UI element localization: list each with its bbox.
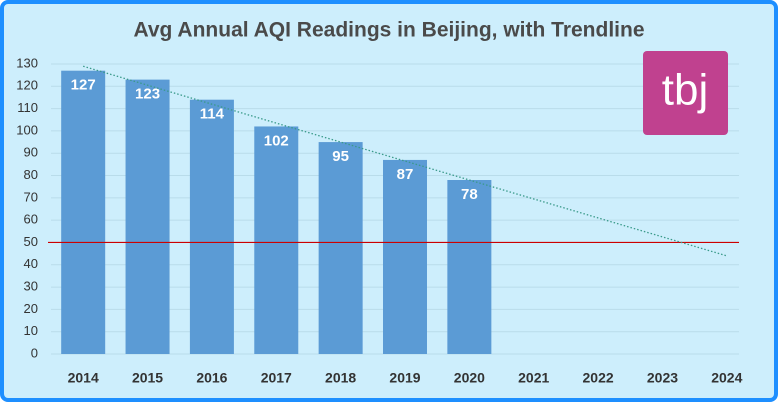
x-tick-label: 2016	[196, 370, 227, 386]
data-label: 78	[461, 186, 478, 203]
y-tick-label: 70	[24, 189, 38, 204]
y-tick-label: 30	[24, 279, 38, 294]
x-tick-label: 2021	[518, 370, 549, 386]
x-tick-label: 2014	[68, 370, 99, 386]
bar	[254, 126, 299, 354]
logo-box	[643, 51, 728, 135]
data-label: 87	[397, 166, 414, 183]
y-tick-label: 10	[24, 323, 38, 338]
x-tick-label: 2022	[583, 370, 614, 386]
y-tick-label: 50	[24, 234, 38, 249]
y-tick-label: 0	[31, 345, 38, 360]
data-label: 95	[332, 148, 349, 165]
y-tick-label: 110	[17, 100, 38, 115]
x-tick-label: 2020	[454, 370, 485, 386]
x-tick-label: 2024	[711, 370, 742, 386]
y-tick-label: 120	[16, 78, 38, 93]
x-tick-label: 2023	[647, 370, 678, 386]
data-label: 114	[200, 106, 225, 123]
y-tick-label: 20	[24, 301, 38, 316]
bar	[61, 70, 106, 354]
y-tick-label: 80	[24, 167, 38, 182]
bar	[447, 180, 492, 354]
y-tick-label: 90	[24, 145, 38, 160]
chart-title: Avg Annual AQI Readings in Beijing, with…	[133, 19, 644, 42]
data-label: 127	[71, 77, 96, 94]
bar	[318, 142, 363, 354]
bar	[189, 99, 234, 354]
bar	[383, 159, 427, 354]
y-tick-label: 130	[16, 55, 38, 70]
x-tick-label: 2018	[325, 370, 356, 386]
y-tick-label: 40	[24, 256, 38, 271]
y-tick-label: 60	[24, 212, 38, 227]
x-tick-label: 2015	[132, 370, 163, 386]
data-label: 102	[264, 132, 289, 149]
x-tick-label: 2019	[389, 370, 420, 386]
x-tick-label: 2017	[261, 370, 292, 386]
logo-text: tbj	[662, 66, 708, 115]
bar	[125, 79, 170, 354]
y-tick-label: 100	[16, 122, 38, 137]
data-label: 123	[135, 86, 160, 103]
